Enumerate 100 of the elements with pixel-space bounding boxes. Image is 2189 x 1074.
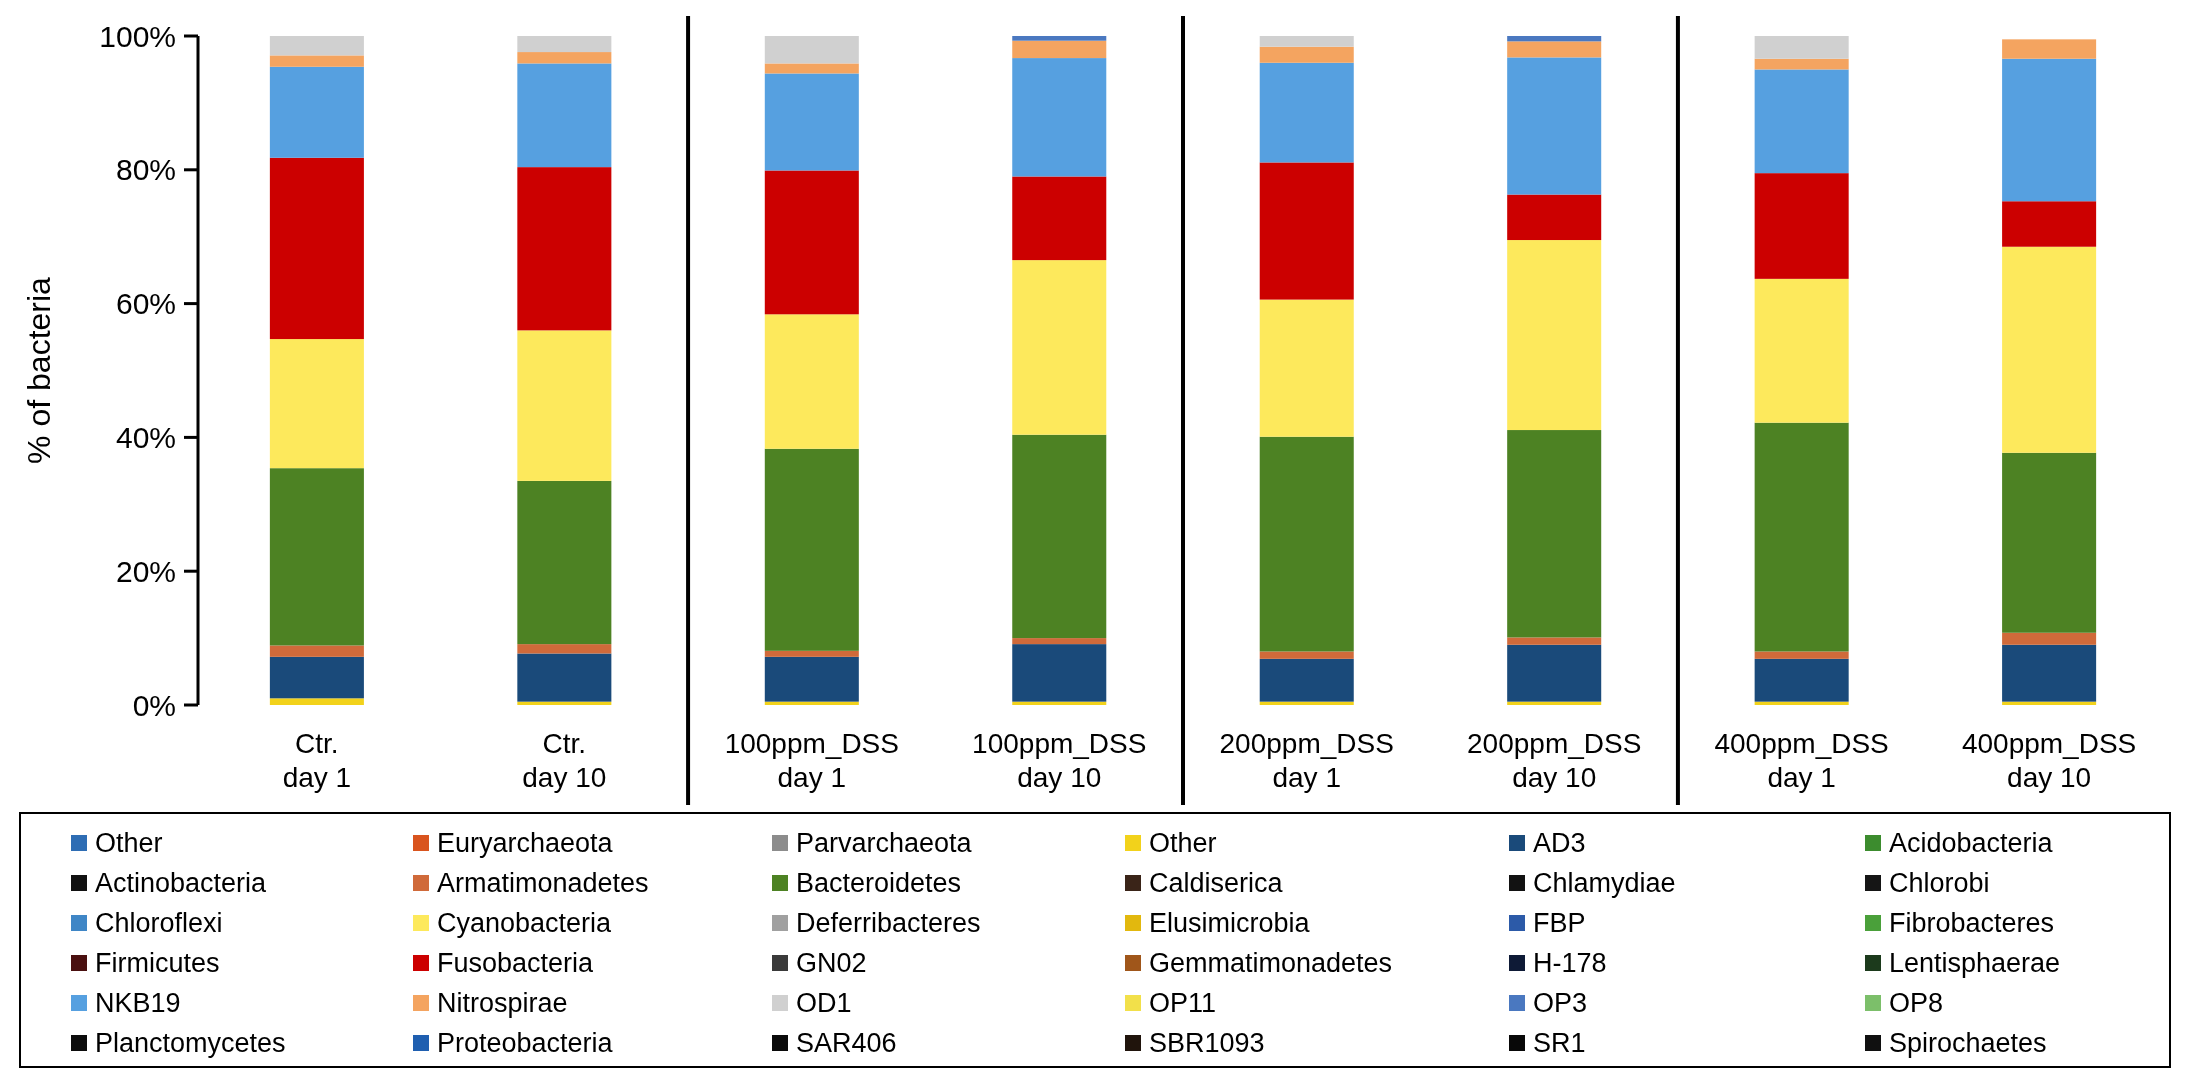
bar xyxy=(1507,240,1602,431)
bar xyxy=(2002,644,2097,702)
bar xyxy=(1259,436,1354,652)
bar xyxy=(269,656,364,699)
bar xyxy=(764,701,859,705)
bar xyxy=(1754,58,1849,70)
x-tick-label: 100ppm_DSS day 10 xyxy=(972,728,1147,793)
legend-label: OD1 xyxy=(796,988,852,1019)
legend-label: Fusobacteria xyxy=(437,948,595,979)
bar xyxy=(1259,162,1354,300)
bar xyxy=(1259,651,1354,659)
bar xyxy=(1259,36,1354,47)
bar xyxy=(2002,701,2097,705)
bar xyxy=(764,448,859,651)
bar xyxy=(1754,701,1849,705)
legend-label: Chlamydiae xyxy=(1533,868,1676,899)
bar xyxy=(2002,58,2097,202)
legend-label: NKB19 xyxy=(95,988,181,1019)
bar xyxy=(1259,46,1354,63)
bar xyxy=(764,73,859,171)
bar xyxy=(1259,62,1354,163)
bar xyxy=(764,656,859,702)
legend-label: Bacteroidetes xyxy=(796,868,962,899)
legend-label: SAR406 xyxy=(796,1028,897,1059)
bar xyxy=(764,36,859,64)
x-tick-label: 100ppm_DSS day 1 xyxy=(724,728,899,793)
bar xyxy=(1259,701,1354,705)
legend-label: Other xyxy=(95,828,163,859)
legend-label: Other xyxy=(1149,828,1217,859)
bar xyxy=(517,701,612,705)
bar xyxy=(517,644,612,654)
bar xyxy=(269,36,364,56)
bar xyxy=(269,157,364,340)
bar xyxy=(1754,69,1849,174)
y-axis-title: % of bacteria xyxy=(21,276,57,464)
x-tick-label: Ctr. day 10 xyxy=(522,728,607,793)
bar xyxy=(1012,58,1107,177)
bar xyxy=(269,66,364,158)
y-tick-label: 80% xyxy=(115,153,176,187)
bar xyxy=(517,52,612,64)
legend-label: Euryarchaeota xyxy=(437,828,614,859)
legend-label: GN02 xyxy=(796,948,867,979)
legend-label: Chloroflexi xyxy=(95,908,223,939)
bar xyxy=(2002,39,2097,59)
bar xyxy=(1012,701,1107,705)
x-tick-label: Ctr. day 1 xyxy=(282,728,352,793)
legend-label: Caldiserica xyxy=(1149,868,1284,899)
bar xyxy=(517,480,612,645)
y-tick-label: 100% xyxy=(99,19,176,53)
bar xyxy=(764,170,859,315)
bar xyxy=(517,330,612,481)
bar xyxy=(1754,173,1849,279)
bar xyxy=(1507,430,1602,638)
bar xyxy=(2002,246,2097,453)
bar xyxy=(1259,299,1354,437)
bar xyxy=(1012,638,1107,645)
legend-label: Chlorobi xyxy=(1889,868,1990,899)
bar xyxy=(1754,651,1849,659)
bar xyxy=(517,36,612,53)
legend-label: Cyanobacteria xyxy=(437,908,613,939)
bar xyxy=(1012,644,1107,702)
bar xyxy=(1012,176,1107,261)
bar xyxy=(1507,637,1602,645)
bar xyxy=(517,167,612,331)
bar xyxy=(764,314,859,449)
bar xyxy=(2002,452,2097,633)
bar xyxy=(1754,658,1849,702)
legend-label: OP3 xyxy=(1533,988,1588,1019)
bar xyxy=(1259,658,1354,702)
x-tick-label: 200ppm_DSS day 10 xyxy=(1467,728,1642,793)
bar xyxy=(1754,36,1849,59)
bar xyxy=(1507,41,1602,58)
y-tick-label: 0% xyxy=(132,688,176,722)
legend-label: Lentisphaerae xyxy=(1889,948,2061,979)
x-tick-label: 400ppm_DSS day 1 xyxy=(1714,728,1889,793)
legend-label: SBR1093 xyxy=(1149,1028,1265,1059)
x-tick-label: 200ppm_DSS day 1 xyxy=(1219,728,1394,793)
legend-label: OP11 xyxy=(1149,988,1217,1019)
legend-label: Planctomycetes xyxy=(95,1028,286,1059)
x-tick-label: 400ppm_DSS day 10 xyxy=(1961,728,2137,793)
legend-label: FBP xyxy=(1533,908,1586,939)
legend-label: Firmicutes xyxy=(95,948,220,979)
bar xyxy=(1012,40,1107,59)
legend-label: Fibrobacteres xyxy=(1889,908,2055,939)
legend-label: Nitrospirae xyxy=(437,988,568,1019)
bar xyxy=(1754,422,1849,652)
legend-label: Parvarchaeota xyxy=(796,828,973,859)
bar xyxy=(269,468,364,646)
legend-label: Actinobacteria xyxy=(95,868,268,899)
bar xyxy=(2002,632,2097,645)
legend-label: Elusimicrobia xyxy=(1149,908,1311,939)
bar xyxy=(269,55,364,67)
bar xyxy=(1507,194,1602,241)
legend-label: Proteobacteria xyxy=(437,1028,614,1059)
bar xyxy=(1507,36,1602,42)
y-tick-label: 60% xyxy=(115,287,176,321)
y-tick-label: 20% xyxy=(115,554,176,588)
bar xyxy=(2002,201,2097,247)
legend-label: Acidobacteria xyxy=(1889,828,2054,859)
bar xyxy=(1507,57,1602,195)
